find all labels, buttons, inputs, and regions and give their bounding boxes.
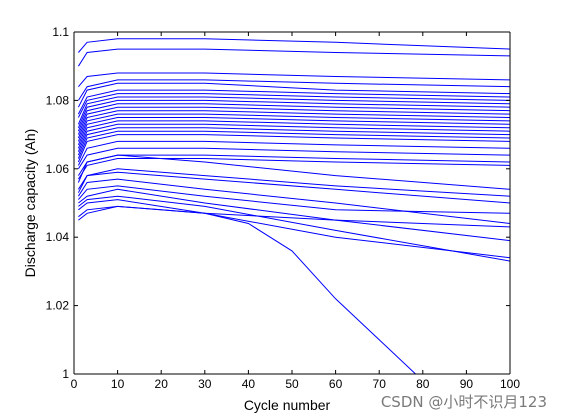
series-line-24 — [77, 154, 510, 190]
y-axis-label: Discharge capacity (Ah) — [22, 129, 38, 278]
x-tick-label: 30 — [198, 377, 212, 391]
series-line-30 — [78, 195, 510, 262]
series-line-13 — [77, 113, 510, 142]
y-tick-label: 1.04 — [46, 230, 70, 244]
series-line-31 — [78, 199, 510, 259]
series-line-16 — [77, 123, 510, 152]
y-tick-label: 1.1 — [52, 25, 69, 39]
y-tick-label: 1 — [62, 367, 69, 381]
series-line-1 — [78, 38, 510, 53]
series-line-28 — [78, 185, 510, 214]
series-line-12 — [77, 110, 510, 139]
series-line-4 — [77, 79, 510, 101]
x-axis-label: Cycle number — [244, 397, 331, 413]
y-tick-label: 1.02 — [46, 299, 70, 313]
y-tick-label: 1.08 — [46, 93, 70, 107]
series-line-14 — [77, 117, 510, 146]
series-line-19 — [77, 134, 510, 163]
y-tick-label: 1.06 — [46, 162, 70, 176]
series-line-7 — [77, 93, 510, 118]
series-line-27 — [77, 178, 510, 224]
series-line-20 — [77, 140, 510, 166]
series-line-5 — [77, 82, 510, 108]
series-line-26 — [77, 171, 510, 204]
x-tick-label: 20 — [155, 377, 169, 391]
x-tick-label: 50 — [285, 377, 299, 391]
x-tick-label: 80 — [416, 377, 430, 391]
series-line-11 — [77, 106, 510, 135]
series-line-21 — [77, 147, 510, 170]
axes-layer: 0 10 20 30 40 50 60 70 80 90 100 1 1.02 1.04 1.06 1.08 1… — [46, 25, 521, 391]
series-line-2 — [77, 48, 510, 67]
x-tick-label: 40 — [242, 377, 256, 391]
watermark: CSDN @小时不识月123 — [380, 393, 547, 411]
series-line-3 — [78, 72, 510, 88]
x-tick-label: 90 — [460, 377, 474, 391]
series-line-33 — [78, 205, 417, 374]
x-tick-label: 100 — [500, 377, 520, 391]
series-line-15 — [77, 120, 510, 149]
series-line-17 — [77, 127, 510, 156]
series-line-10 — [77, 103, 510, 132]
series-layer — [77, 38, 510, 374]
x-tick-label: 0 — [71, 377, 78, 391]
x-tick-label: 60 — [329, 377, 343, 391]
series-line-9 — [77, 99, 510, 128]
series-line-29 — [78, 188, 510, 242]
x-tick-label: 70 — [373, 377, 387, 391]
series-line-8 — [77, 96, 510, 125]
series-line-18 — [77, 130, 510, 159]
x-tick-label: 10 — [111, 377, 125, 391]
plot-area — [74, 32, 510, 374]
series-line-6 — [77, 89, 510, 115]
